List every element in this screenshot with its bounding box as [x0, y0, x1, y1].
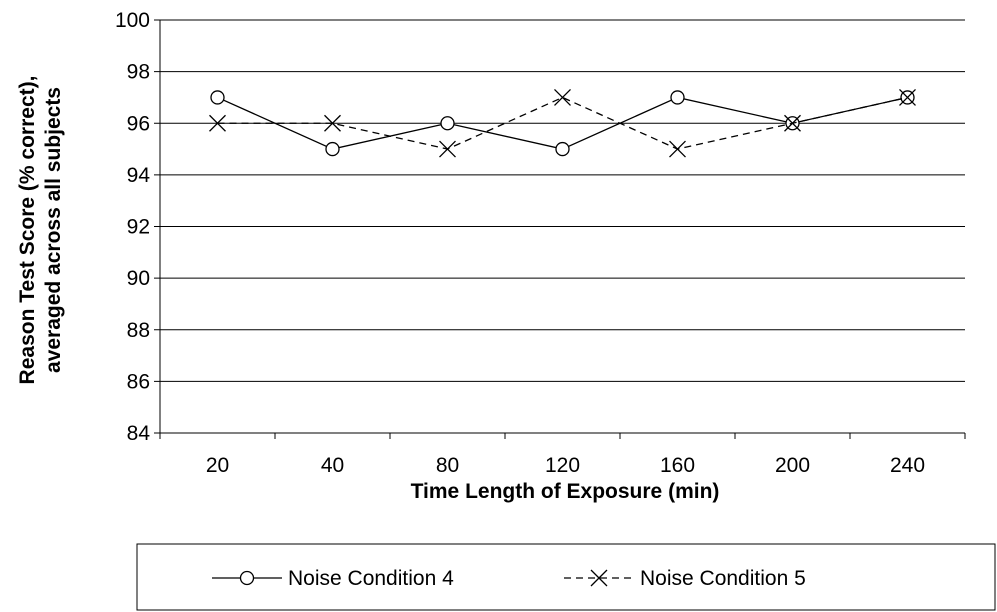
x-axis-title: Time Length of Exposure (min): [411, 480, 720, 503]
y-tick-label: 94: [127, 164, 151, 187]
data-point-circle: [440, 116, 455, 131]
legend-label: Noise Condition 4: [288, 567, 454, 590]
legend-item: Noise Condition 4: [212, 567, 454, 590]
data-point-circle: [210, 90, 225, 105]
data-point-x: [784, 114, 801, 132]
data-point-circle: [325, 141, 340, 157]
y-tick-label: 92: [127, 216, 150, 239]
x-axis-ticks: 20 40 80 120 160 200 240: [159, 433, 966, 477]
data-point-circle: [555, 141, 570, 157]
data-point-x: [209, 114, 226, 132]
series-noise-condition-5: [209, 88, 916, 158]
y-tick-label: 90: [127, 267, 150, 290]
y-tick-label: 100: [115, 9, 150, 32]
data-point-x: [439, 140, 456, 158]
y-tick-label: 88: [127, 319, 150, 342]
legend: Noise Condition 4 Noise Condition 5: [136, 543, 996, 611]
y-axis-title: Reason Test Score (% correct), averaged …: [16, 76, 65, 385]
data-point-x: [590, 569, 608, 587]
legend-box: [136, 543, 996, 611]
legend-label: Noise Condition 5: [640, 567, 806, 590]
x-tick-label: 160: [660, 454, 695, 477]
data-point-circle: [239, 570, 255, 586]
x-tick-label: 240: [890, 454, 925, 477]
gridlines: [160, 19, 965, 434]
y-axis-ticks: 84 86 88 90 92 94 96 98 100: [115, 9, 160, 445]
data-point-circle: [670, 90, 685, 105]
legend-item: Noise Condition 5: [564, 567, 806, 590]
data-point-x: [899, 88, 916, 106]
data-point-x: [669, 140, 686, 158]
x-tick-label: 80: [436, 454, 459, 477]
y-axis-title-line1: Reason Test Score (% correct),: [16, 76, 39, 385]
x-tick-label: 120: [545, 454, 580, 477]
data-point-x: [324, 114, 341, 132]
y-tick-label: 84: [127, 422, 151, 445]
series-group: [209, 88, 916, 158]
x-tick-label: 200: [775, 454, 810, 477]
data-point-x: [554, 88, 571, 106]
x-tick-label: 40: [321, 454, 344, 477]
x-tick-label: 20: [206, 454, 229, 477]
legend-items: Noise Condition 4 Noise Condition 5: [212, 567, 806, 590]
y-tick-label: 98: [127, 61, 150, 84]
y-tick-label: 86: [127, 370, 150, 393]
y-axis-title-line2: averaged across all subjects: [42, 87, 65, 373]
y-tick-label: 96: [127, 112, 150, 135]
